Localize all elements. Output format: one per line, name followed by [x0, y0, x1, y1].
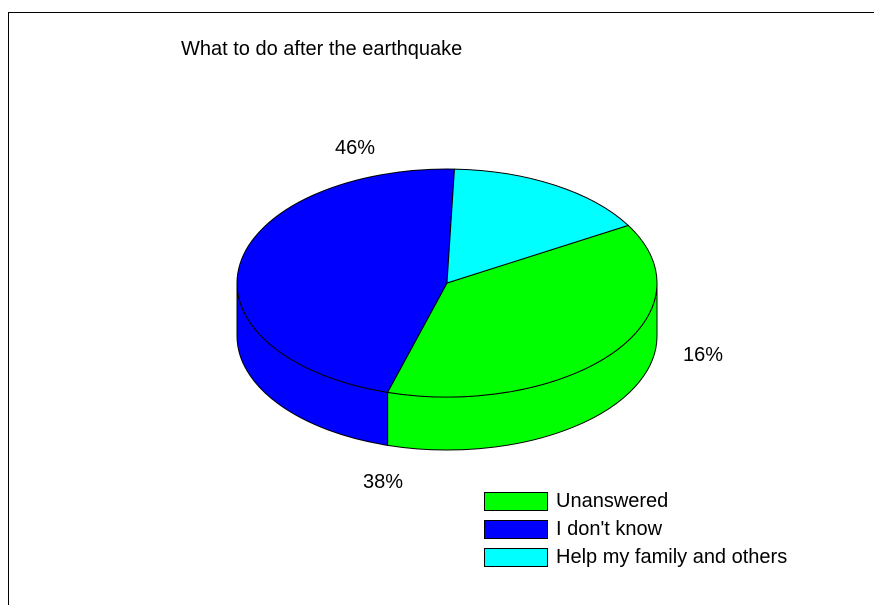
data-label-unanswered: 38% [363, 471, 404, 493]
chart-legend: Unanswered I don't know Help my family a… [484, 487, 787, 571]
legend-item-help-my-family: Help my family and others [484, 543, 787, 571]
legend-item-i-dont-know: I don't know [484, 515, 787, 543]
legend-label-i-dont-know: I don't know [556, 517, 663, 540]
legend-swatch-help-my-family [484, 547, 548, 567]
chart-title: What to do after the earthquake [181, 38, 463, 60]
legend-swatch-i-dont-know [484, 519, 548, 539]
data-label-help-my-family: 16% [683, 344, 724, 366]
legend-item-unanswered: Unanswered [484, 487, 787, 515]
slice-unanswered [386, 224, 658, 398]
legend-swatch-unanswered [484, 491, 548, 511]
chart-frame [8, 12, 874, 605]
slice-help-my-family [446, 168, 630, 284]
slice-i-dont-know [236, 168, 455, 393]
data-label-i-dont-know: 46% [335, 137, 376, 159]
legend-label-unanswered: Unanswered [556, 489, 669, 512]
legend-label-help-my-family: Help my family and others [556, 545, 788, 568]
